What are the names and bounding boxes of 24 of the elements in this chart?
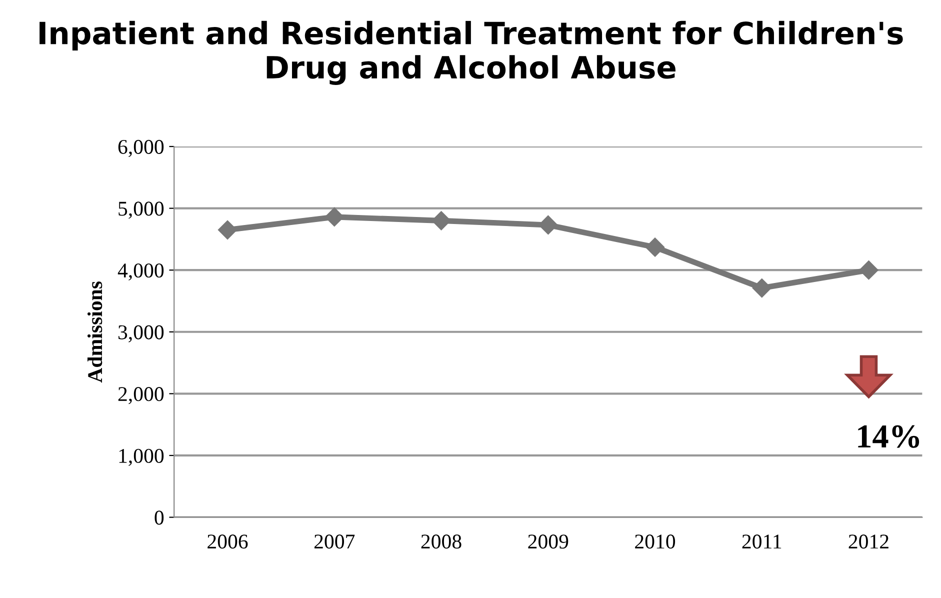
- x-tick-label: 2006: [208, 534, 248, 549]
- x-tick-label: 2012: [848, 534, 888, 549]
- x-tick-label: 2010: [635, 534, 676, 549]
- point: [752, 278, 772, 298]
- y-tick-label: 3,000: [118, 325, 164, 342]
- x-tick-label: 2008: [421, 534, 462, 549]
- point: [538, 215, 558, 235]
- y-tick-label: 6,000: [118, 140, 164, 157]
- chart-title: Inpatient and Residential Treatment for Children's Drug and Alcohol Abuse: [40, 20, 903, 85]
- point: [432, 211, 451, 230]
- x-tick-label: 2009: [528, 534, 568, 549]
- x-tick-label: 2007: [314, 534, 355, 549]
- y-tick-label: 0: [154, 510, 164, 525]
- point: [645, 238, 665, 257]
- y-tick-label: 2,000: [118, 387, 164, 404]
- point: [324, 207, 344, 226]
- point: [859, 260, 878, 280]
- point: [218, 220, 238, 240]
- y-tick-label: 4,000: [118, 263, 164, 281]
- y-tick-label: 1,000: [119, 448, 164, 466]
- y-tick-label: 5,000: [118, 202, 164, 219]
- y-axis-title: Admissions: [87, 281, 102, 383]
- annotation: 14%: [858, 425, 920, 448]
- x-tick-label: 2011: [742, 534, 782, 549]
